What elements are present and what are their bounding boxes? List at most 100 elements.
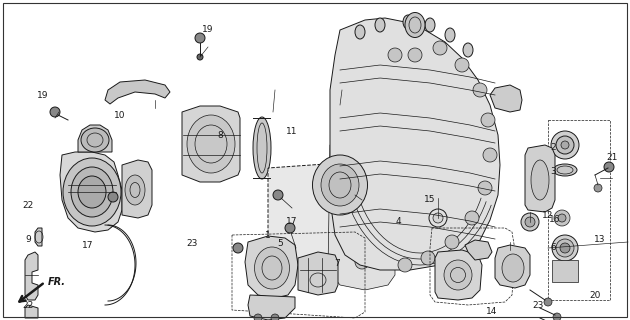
Text: 17: 17	[286, 218, 298, 227]
Polygon shape	[330, 18, 500, 270]
Circle shape	[233, 243, 243, 253]
Polygon shape	[298, 252, 338, 295]
Circle shape	[421, 251, 435, 265]
Polygon shape	[78, 125, 112, 152]
Circle shape	[398, 258, 412, 272]
Circle shape	[195, 33, 205, 43]
Text: 17: 17	[83, 241, 94, 250]
Polygon shape	[122, 160, 152, 218]
Ellipse shape	[375, 18, 385, 32]
Circle shape	[355, 255, 369, 269]
Ellipse shape	[403, 15, 413, 29]
Text: 4: 4	[395, 218, 401, 227]
Circle shape	[273, 190, 283, 200]
Circle shape	[347, 170, 363, 186]
Circle shape	[465, 211, 479, 225]
Circle shape	[455, 58, 469, 72]
Text: 13: 13	[594, 236, 606, 244]
Text: 2: 2	[550, 143, 556, 153]
Polygon shape	[525, 145, 555, 212]
Ellipse shape	[433, 213, 443, 223]
Circle shape	[367, 170, 383, 186]
Ellipse shape	[71, 167, 113, 217]
Text: 11: 11	[286, 127, 298, 137]
Ellipse shape	[531, 160, 549, 200]
Ellipse shape	[556, 239, 574, 257]
Ellipse shape	[78, 176, 106, 208]
Circle shape	[408, 48, 422, 62]
Text: 1: 1	[265, 230, 271, 239]
Text: 9: 9	[25, 236, 31, 244]
Ellipse shape	[445, 28, 455, 42]
Text: 3: 3	[550, 167, 556, 177]
Polygon shape	[328, 138, 395, 290]
Ellipse shape	[187, 115, 235, 173]
Ellipse shape	[552, 235, 578, 261]
Text: 15: 15	[424, 196, 436, 204]
Circle shape	[197, 54, 203, 60]
Text: 20: 20	[589, 291, 600, 300]
Polygon shape	[105, 80, 170, 104]
Circle shape	[473, 83, 487, 97]
Circle shape	[544, 298, 552, 306]
Circle shape	[254, 314, 262, 320]
Bar	[548, 120, 610, 300]
Ellipse shape	[355, 25, 365, 39]
Text: 10: 10	[114, 110, 126, 119]
Circle shape	[433, 41, 447, 55]
Circle shape	[521, 213, 539, 231]
Ellipse shape	[556, 136, 574, 154]
Polygon shape	[465, 240, 492, 260]
Polygon shape	[435, 250, 482, 300]
Ellipse shape	[425, 18, 435, 32]
Polygon shape	[268, 163, 360, 280]
Ellipse shape	[255, 247, 290, 289]
Text: 23: 23	[532, 300, 544, 309]
Ellipse shape	[554, 210, 570, 226]
Text: 16: 16	[549, 215, 561, 225]
Circle shape	[525, 217, 535, 227]
Polygon shape	[25, 252, 38, 300]
Ellipse shape	[558, 214, 566, 222]
Circle shape	[553, 313, 561, 320]
Bar	[552, 260, 578, 282]
Circle shape	[50, 107, 60, 117]
Polygon shape	[495, 245, 530, 288]
Text: 14: 14	[486, 308, 498, 316]
Text: 19: 19	[37, 91, 49, 100]
Ellipse shape	[561, 141, 569, 149]
Ellipse shape	[321, 164, 359, 206]
Ellipse shape	[560, 243, 570, 253]
Text: 23: 23	[186, 238, 198, 247]
Circle shape	[604, 162, 614, 172]
Circle shape	[108, 192, 118, 202]
Circle shape	[388, 48, 402, 62]
Text: 21: 21	[606, 154, 617, 163]
Polygon shape	[60, 152, 122, 232]
Polygon shape	[490, 85, 522, 112]
Ellipse shape	[463, 43, 473, 57]
Ellipse shape	[405, 12, 425, 37]
Text: 7: 7	[334, 259, 340, 268]
Ellipse shape	[253, 117, 271, 179]
Text: FR.: FR.	[48, 277, 66, 287]
Text: 12: 12	[542, 211, 554, 220]
Text: 22: 22	[23, 201, 33, 210]
Text: 8: 8	[217, 131, 223, 140]
Ellipse shape	[553, 164, 577, 176]
Ellipse shape	[312, 155, 367, 215]
Text: 19: 19	[202, 26, 214, 35]
Polygon shape	[25, 305, 38, 318]
Circle shape	[481, 113, 495, 127]
Polygon shape	[245, 236, 298, 298]
Polygon shape	[248, 295, 295, 320]
Ellipse shape	[502, 254, 524, 282]
Circle shape	[483, 148, 497, 162]
Polygon shape	[182, 106, 240, 182]
Text: 22: 22	[23, 300, 33, 309]
Text: 5: 5	[277, 238, 283, 247]
Ellipse shape	[125, 175, 145, 205]
Polygon shape	[35, 228, 42, 246]
Circle shape	[271, 314, 279, 320]
Text: 6: 6	[550, 244, 556, 252]
